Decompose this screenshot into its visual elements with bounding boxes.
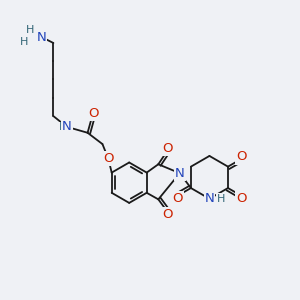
Text: O: O [163, 142, 173, 155]
Text: H: H [217, 194, 226, 204]
Text: O: O [172, 192, 183, 205]
Text: O: O [88, 107, 99, 120]
Text: O: O [236, 151, 247, 164]
Text: H: H [59, 122, 68, 132]
Text: N: N [37, 31, 46, 44]
Text: O: O [236, 192, 247, 205]
Text: N: N [175, 167, 184, 180]
Text: O: O [163, 208, 173, 221]
Text: N: N [62, 120, 72, 133]
Text: N: N [205, 192, 214, 205]
Text: O: O [103, 152, 114, 165]
Text: H: H [26, 25, 34, 34]
Text: H: H [20, 37, 28, 46]
